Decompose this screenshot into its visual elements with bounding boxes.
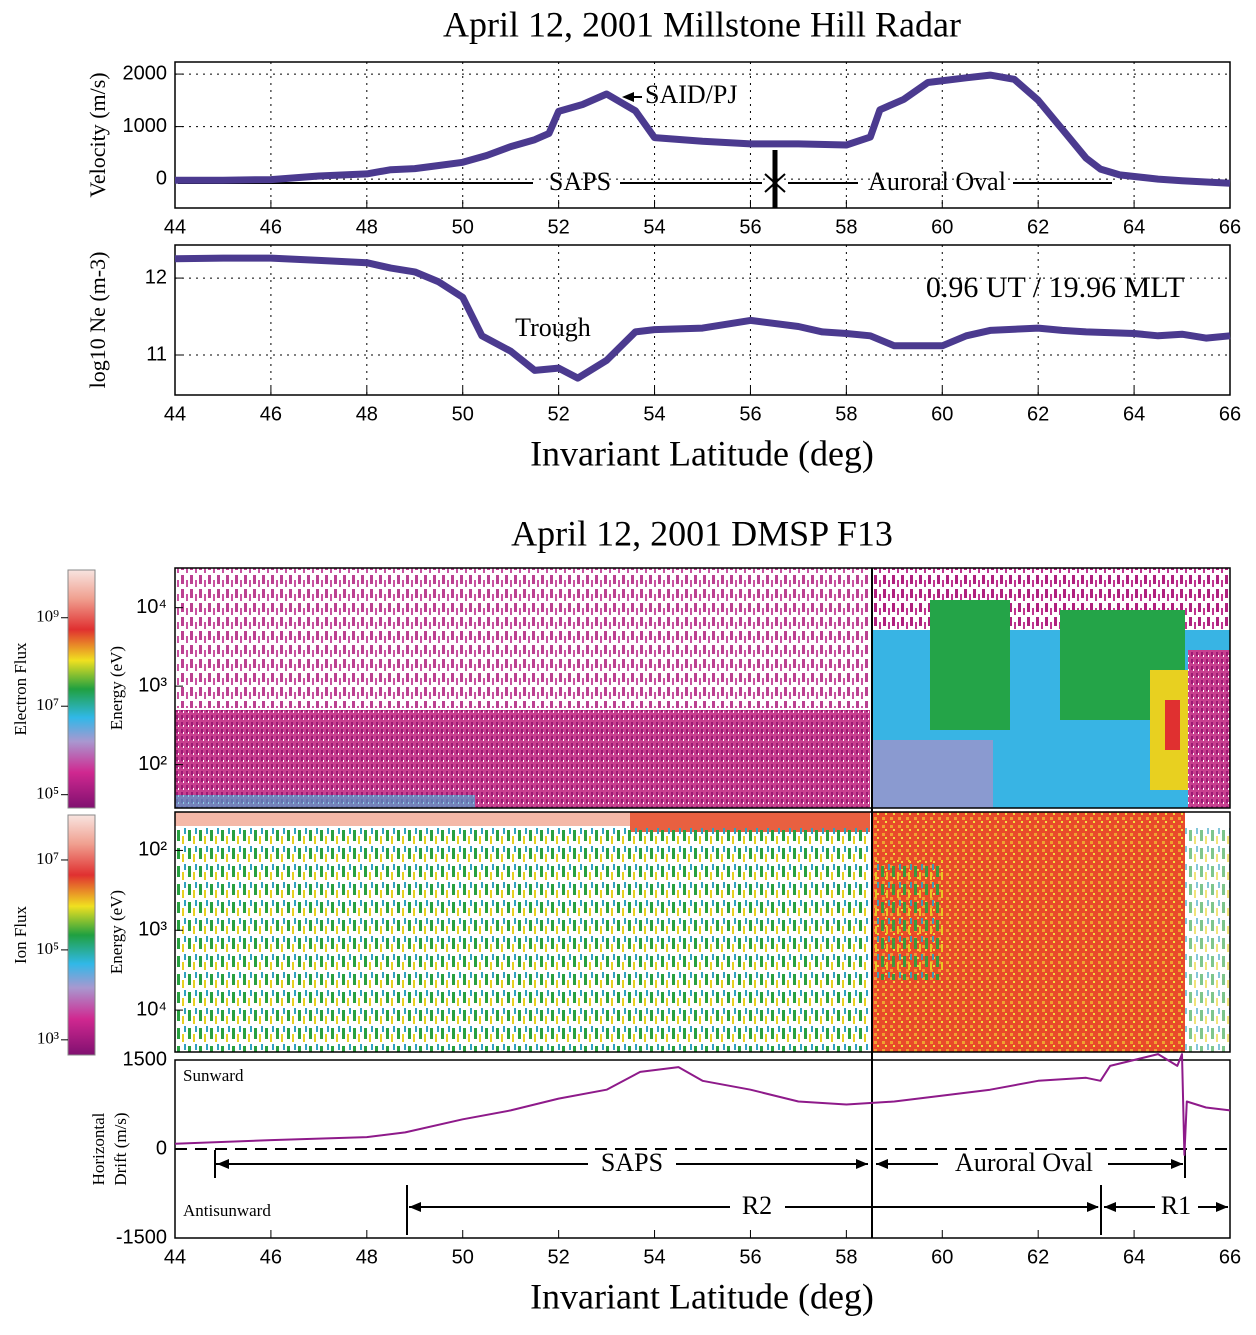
- y-axis-label: Horizontal: [89, 1112, 108, 1185]
- y-tick-label: 1000: [123, 115, 168, 137]
- annotation: SAPS: [549, 167, 611, 196]
- x-tick-label: 58: [835, 216, 857, 238]
- x-tick-label: 66: [1219, 403, 1241, 425]
- x-tick-label: 62: [1027, 1246, 1049, 1268]
- data-line: [174, 254, 1231, 382]
- y-tick-label: 10³: [138, 919, 167, 941]
- electron-spectrogram: [175, 568, 1230, 808]
- colorbar-tick-label: 10⁷: [36, 849, 59, 868]
- x-tick-label: 64: [1123, 216, 1145, 238]
- x-tick-label: 60: [931, 216, 953, 238]
- chart-title: April 12, 2001 DMSP F13: [511, 513, 893, 553]
- x-tick-label: 48: [356, 1246, 378, 1268]
- colorbar-tick-label: 10³: [37, 1029, 59, 1048]
- x-tick-label: 52: [548, 1246, 570, 1268]
- x-tick-label: 58: [835, 1246, 857, 1268]
- x-tick-label: 66: [1219, 216, 1241, 238]
- y-tick-label: 10²: [138, 839, 167, 861]
- y-tick-label: 0: [156, 167, 167, 189]
- plot-frame: [174, 244, 1231, 396]
- y-axis-label: log10 Ne (m-3): [85, 252, 110, 389]
- x-tick-label: 50: [452, 1246, 474, 1268]
- y-tick-label: 11: [146, 343, 167, 365]
- x-tick-label: 52: [548, 403, 570, 425]
- chart-title: April 12, 2001 Millstone Hill Radar: [443, 4, 961, 44]
- x-tick-label: 56: [739, 403, 761, 425]
- x-tick-label: 64: [1123, 403, 1145, 425]
- y-axis-label: Velocity (m/s): [85, 72, 110, 197]
- x-tick-label: 62: [1027, 216, 1049, 238]
- x-tick-label: 62: [1027, 403, 1049, 425]
- x-axis-label: Invariant Latitude (deg): [530, 1276, 874, 1316]
- plot-frame: [174, 61, 1231, 209]
- y-tick-label: 2000: [123, 62, 168, 84]
- x-tick-label: 60: [931, 403, 953, 425]
- x-tick-label: 48: [356, 403, 378, 425]
- y-axis-label: Drift (m/s): [111, 1112, 130, 1185]
- y-tick-label: 10⁴: [136, 596, 167, 618]
- y-axis-label: Energy (eV): [107, 646, 126, 730]
- x-tick-label: 44: [164, 1246, 186, 1268]
- annotation: Trough: [515, 313, 591, 342]
- x-tick-label: 50: [452, 216, 474, 238]
- annotation: 0.96 UT / 19.96 MLT: [926, 271, 1184, 304]
- x-tick-label: 54: [643, 1246, 665, 1268]
- y-tick-label: 1500: [123, 1048, 168, 1070]
- colorbar-label: Electron Flux: [11, 642, 30, 736]
- annotation: Antisunward: [183, 1201, 271, 1220]
- y-tick-label: 12: [145, 266, 167, 288]
- data-line: [174, 1053, 1231, 1156]
- annotation: R2: [742, 1191, 772, 1220]
- x-axis-label: Invariant Latitude (deg): [530, 433, 874, 473]
- annotation: SAID/PJ: [645, 80, 737, 109]
- colorbar-tick-label: 10⁷: [36, 695, 59, 714]
- x-tick-label: 56: [739, 1246, 761, 1268]
- colorbar-tick-label: 10⁹: [36, 607, 59, 626]
- data-line: [175, 71, 1231, 187]
- x-tick-label: 46: [260, 1246, 282, 1268]
- y-tick-label: 10⁴: [136, 998, 167, 1020]
- plot-frame: [174, 567, 1231, 809]
- x-tick-label: 58: [835, 403, 857, 425]
- x-tick-label: 50: [452, 403, 474, 425]
- colorbar-tick-label: 10⁵: [36, 939, 59, 958]
- colorbar: [67, 814, 96, 1056]
- ion-spectrogram: [175, 812, 1230, 1052]
- x-tick-label: 44: [164, 216, 186, 238]
- x-tick-label: 54: [643, 216, 665, 238]
- colorbar: [67, 569, 96, 809]
- y-tick-label: -1500: [116, 1226, 167, 1248]
- x-tick-label: 60: [931, 1246, 953, 1268]
- plot-frame: [174, 811, 1231, 1053]
- x-tick-label: 64: [1123, 1246, 1145, 1268]
- annotation: SAPS: [601, 1148, 663, 1177]
- arrow-heads: [217, 1159, 1228, 1212]
- y-tick-label: 10³: [138, 674, 167, 696]
- x-tick-label: 66: [1219, 1246, 1241, 1268]
- x-tick-label: 46: [260, 216, 282, 238]
- y-tick-label: 0: [156, 1137, 167, 1159]
- arrow-head: [622, 92, 634, 102]
- x-tick-label: 44: [164, 403, 186, 425]
- x-tick-label: 54: [643, 403, 665, 425]
- colorbar-label: Ion Flux: [11, 905, 30, 964]
- colorbar-tick-label: 10⁵: [36, 784, 59, 803]
- y-axis-label: Energy (eV): [107, 890, 126, 974]
- x-tick-label: 48: [356, 216, 378, 238]
- annotation: Auroral Oval: [868, 167, 1006, 196]
- x-tick-label: 56: [739, 216, 761, 238]
- range-lines: [214, 568, 1228, 1238]
- annotation: R1: [1161, 1191, 1191, 1220]
- x-tick-label: 52: [548, 216, 570, 238]
- annotation: Auroral Oval: [955, 1148, 1093, 1177]
- x-tick-label: 46: [260, 403, 282, 425]
- annotation: Sunward: [183, 1066, 244, 1085]
- y-tick-label: 10²: [138, 753, 167, 775]
